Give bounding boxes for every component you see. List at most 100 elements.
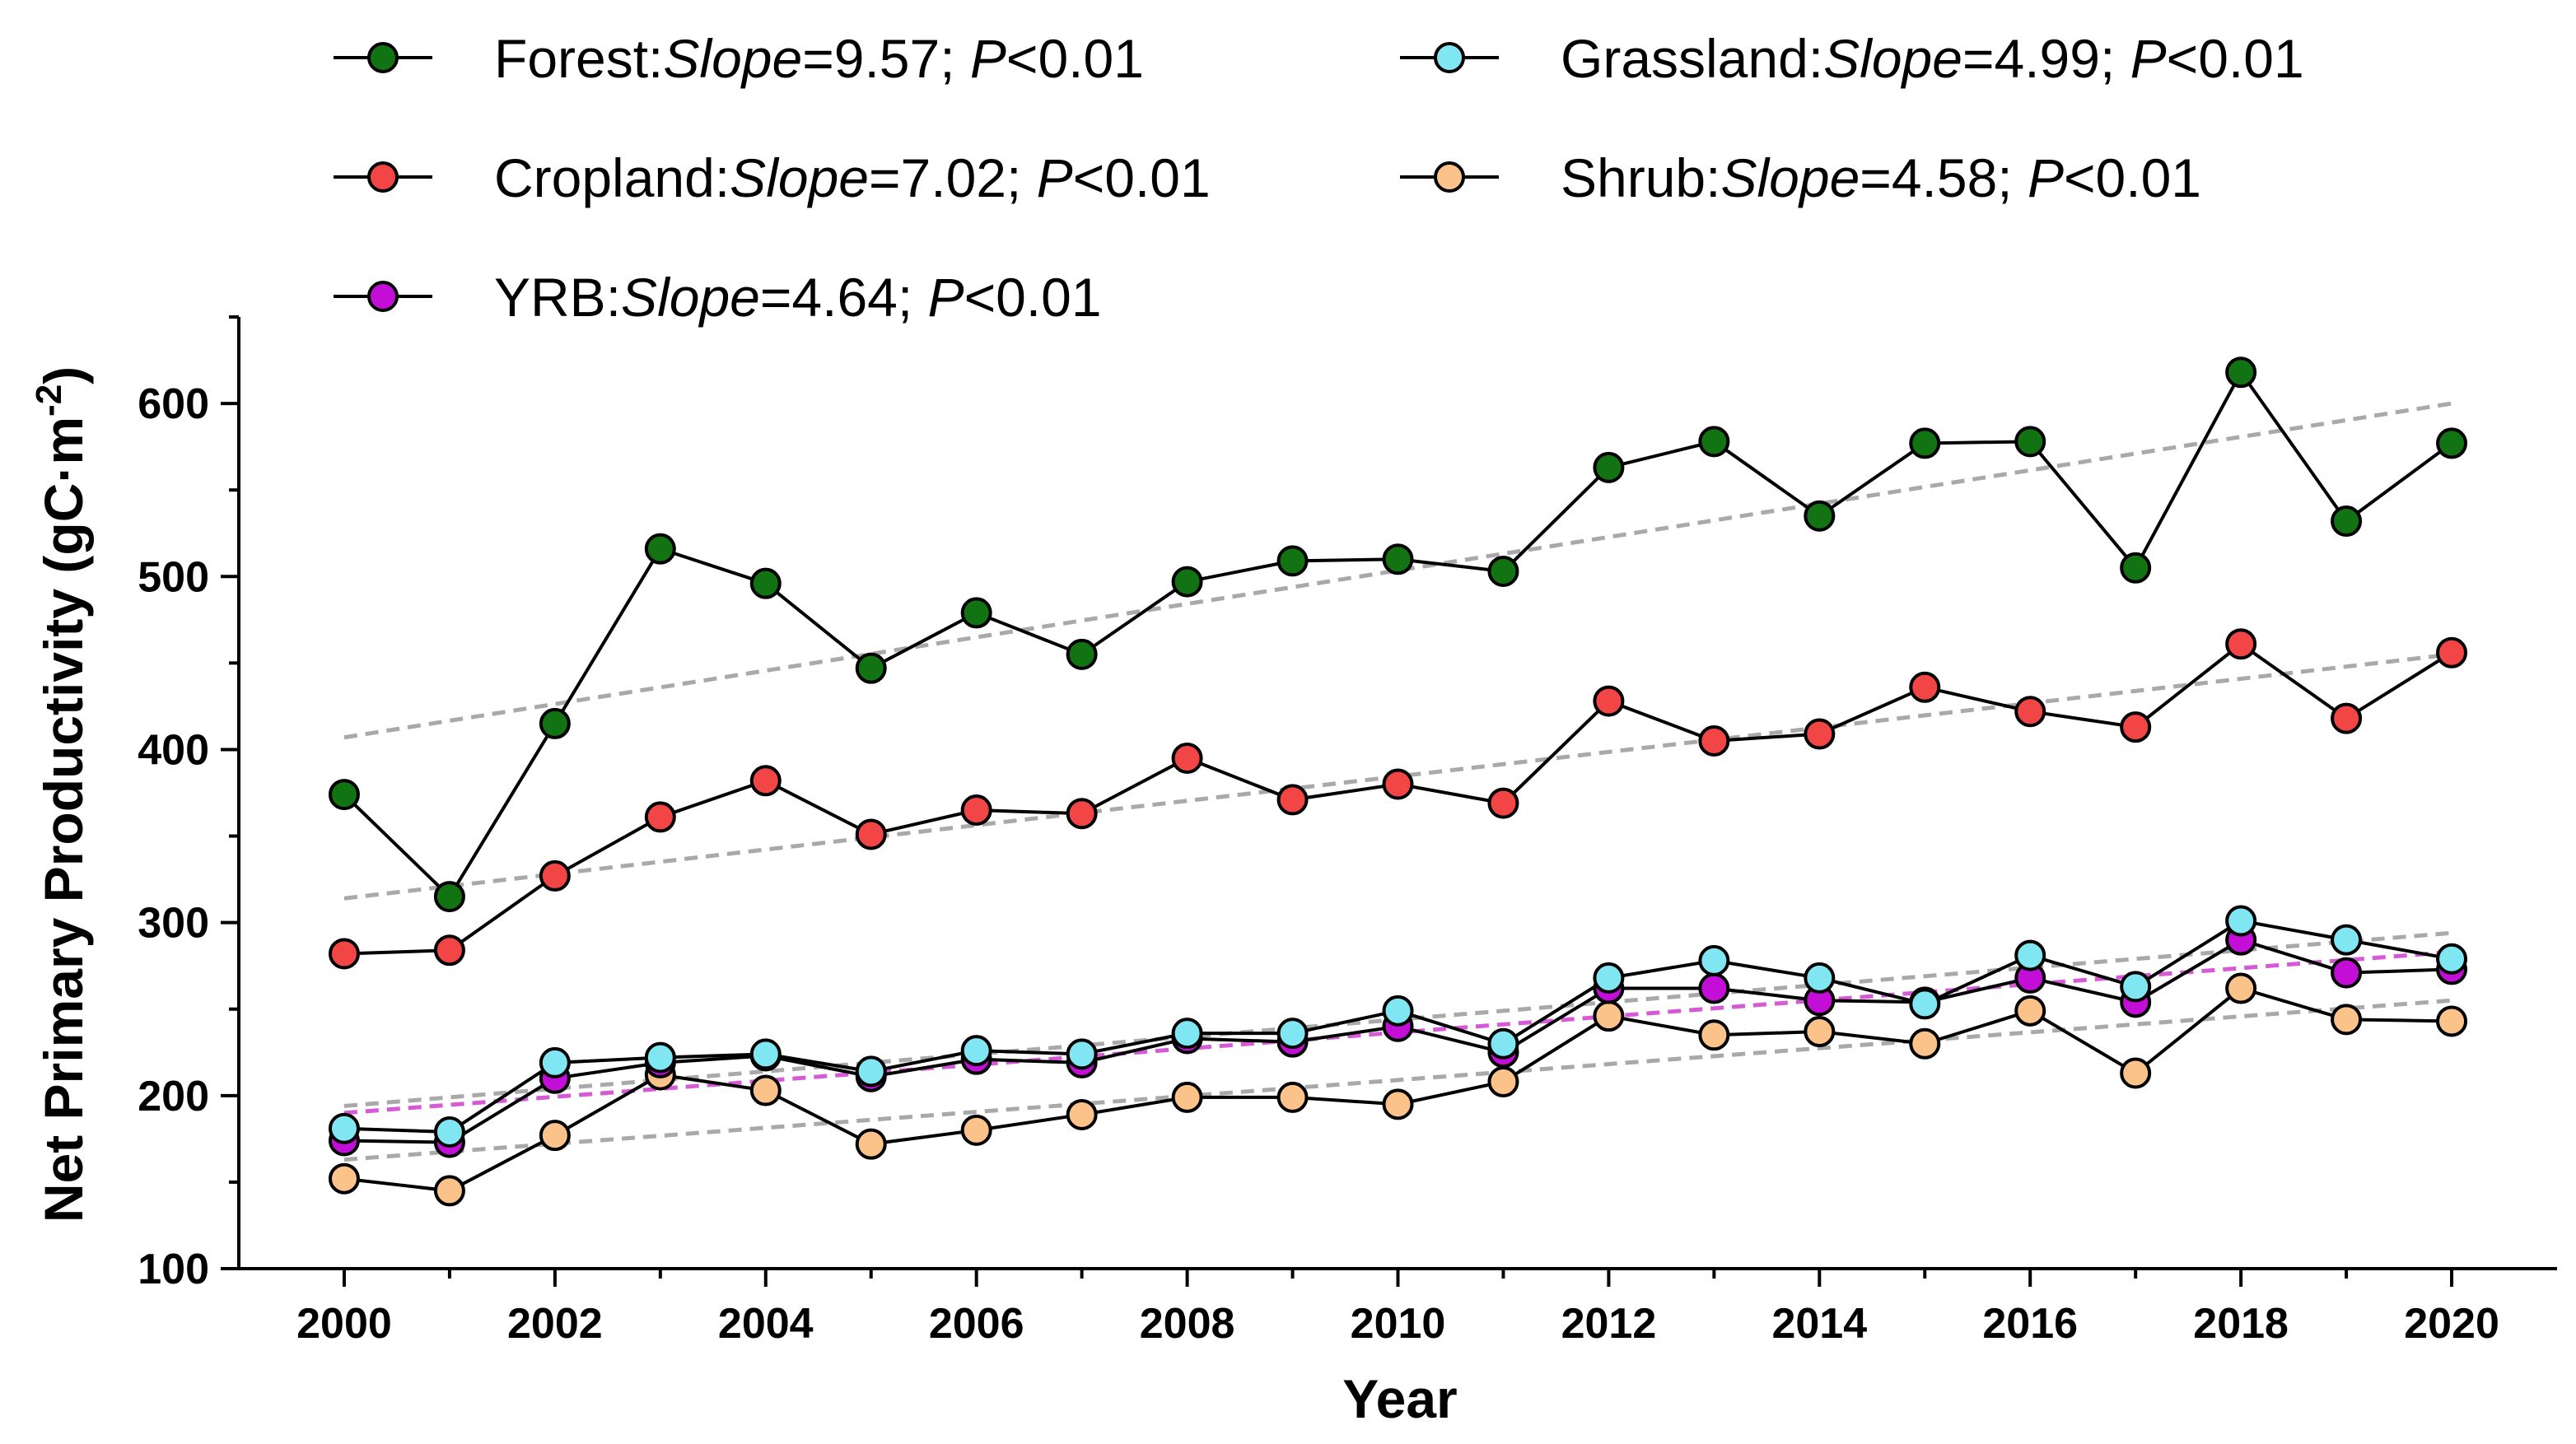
grassland-point (1698, 944, 1730, 976)
grassland-point (1066, 1038, 1098, 1070)
shrub-point (328, 1162, 360, 1195)
legend-swatch-marker (1434, 42, 1465, 73)
cropland-point (2225, 628, 2257, 660)
cropland-point (2120, 711, 2152, 743)
shrub-point (1593, 1000, 1625, 1032)
y-axis-title-main: Net Primary Productivity (gC·m (33, 417, 94, 1223)
legend-label: YRB:Slope=4.64; P<0.01 (494, 267, 1102, 328)
forest-point (2331, 505, 2363, 538)
grassland-point (1382, 994, 1414, 1027)
grassland-point (1804, 962, 1836, 994)
legend-item-cropland: Cropland:Slope=7.02; P<0.01 (334, 147, 1211, 208)
legend-swatch-marker (367, 281, 399, 312)
forest-point (1804, 500, 1836, 532)
grassland-point (2331, 924, 2363, 956)
forest-point (2436, 427, 2468, 459)
legend-swatch-marker (367, 42, 399, 73)
grassland-point (2120, 971, 2152, 1003)
cropland-point (1593, 685, 1625, 717)
grassland-point (433, 1116, 465, 1148)
cropland-point (539, 859, 571, 892)
yrb-point (1698, 972, 1730, 1004)
shrub-point (1066, 1098, 1098, 1130)
cropland-point (2014, 696, 2046, 728)
cropland-point (328, 938, 360, 970)
x-tick-label: 2008 (1140, 1300, 1235, 1348)
cropland-point (433, 934, 465, 967)
y-axis-title-superscript: -2 (29, 384, 69, 417)
shrub-point (1276, 1081, 1309, 1113)
forest-trend-line (343, 401, 2452, 740)
forest-point (2120, 552, 2152, 584)
shrub-point (1382, 1088, 1414, 1120)
shrub-point (1171, 1081, 1203, 1113)
cropland-point (1487, 787, 1519, 819)
shrub-point (2331, 1004, 2363, 1036)
forest-point (328, 779, 360, 811)
grassland-point (1909, 988, 1941, 1020)
x-tick-label: 2014 (1771, 1300, 1867, 1348)
grassland-point (960, 1035, 992, 1067)
grassland-point (539, 1046, 571, 1078)
legend-swatch-marker (367, 161, 399, 193)
cropland-point (1698, 724, 1730, 757)
cropland-point (644, 801, 676, 833)
legend-item-shrub: Shrub:Slope=4.58; P<0.01 (1400, 147, 2201, 208)
grassland-point (749, 1038, 782, 1070)
forest-point (1066, 638, 1098, 670)
forest-point (1698, 426, 1730, 458)
legend-label: Shrub:Slope=4.58; P<0.01 (1561, 147, 2201, 208)
x-tick-label: 2004 (718, 1300, 814, 1348)
forest-point (1171, 566, 1203, 598)
yrb-point (2331, 957, 2363, 989)
forest-point (749, 567, 782, 599)
shrub-point (749, 1074, 782, 1106)
y-tick-label: 300 (138, 900, 209, 948)
x-tick-label: 2018 (2193, 1300, 2289, 1348)
grassland-point (644, 1041, 676, 1074)
forest-point (1487, 555, 1519, 587)
forest-point (539, 707, 571, 739)
shrub-point (433, 1175, 465, 1207)
yrb-series (328, 924, 2468, 1158)
cropland-point (1171, 742, 1203, 774)
grassland-point (1593, 962, 1625, 994)
y-axis-title-close: ) (33, 366, 94, 384)
forest-point (2225, 356, 2257, 389)
x-tick-label: 2010 (1351, 1300, 1446, 1348)
grassland-point (328, 1112, 360, 1144)
legend-item-yrb: YRB:Slope=4.64; P<0.01 (334, 267, 1102, 328)
cropland-point (855, 818, 887, 850)
shrub-point (855, 1128, 887, 1160)
grassland-point (2014, 939, 2046, 971)
x-tick-label: 2020 (2404, 1300, 2499, 1348)
cropland-point (1909, 671, 1941, 703)
legend: Forest:Slope=9.57; P<0.01 Grassland:Slope… (334, 28, 2304, 328)
shrub-point (2014, 994, 2046, 1027)
shrub-point (2120, 1057, 2152, 1089)
shrub-point (1698, 1019, 1730, 1051)
legend-label: Forest:Slope=9.57; P<0.01 (494, 28, 1144, 89)
cropland-point (960, 794, 992, 827)
x-tick-label: 2006 (929, 1300, 1024, 1348)
forest-point (644, 533, 676, 565)
series-lines (328, 356, 2468, 1207)
grassland-point (1487, 1027, 1519, 1060)
cropland-series (328, 628, 2468, 970)
y-tick-label: 100 (138, 1246, 209, 1293)
y-axis-title: Net Primary Productivity (gC·m-2) (29, 366, 94, 1223)
grassland-point (2436, 943, 2468, 975)
forest-point (433, 881, 465, 913)
forest-point (1593, 451, 1625, 483)
cropland-point (2331, 702, 2363, 734)
cropland-point (2436, 636, 2468, 668)
x-tick-label: 2012 (1561, 1300, 1657, 1348)
shrub-point (1909, 1027, 1941, 1060)
shrub-trend-line (343, 998, 2452, 1162)
y-tick-label: 600 (138, 380, 209, 428)
legend-label: Grassland:Slope=4.99; P<0.01 (1561, 28, 2304, 89)
legend-item-forest: Forest:Slope=9.57; P<0.01 (334, 28, 1144, 89)
axes: 100 200 300 400 500 600 2000 2002 2004 2006 2008 20… (138, 315, 2557, 1348)
y-tick-label: 400 (138, 726, 209, 774)
